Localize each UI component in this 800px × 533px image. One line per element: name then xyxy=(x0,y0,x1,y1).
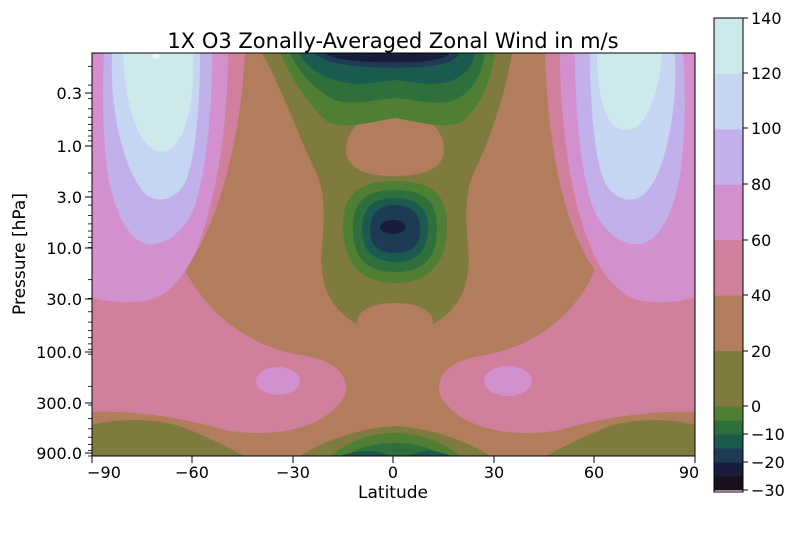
y-axis-label: Pressure [hPa] xyxy=(10,193,30,315)
contour-band-120-140 xyxy=(152,53,160,59)
colorbar-band xyxy=(714,406,743,421)
colorbar-tick-label: 20 xyxy=(751,342,771,361)
contour-band-0-neg5 xyxy=(92,420,245,456)
y-axis: 0.3 1.0 3.0 10.0 30.0 100.0 300.0 900.0 … xyxy=(10,65,92,463)
colorbar-ticks: 140 120 100 80 60 40 20 0 −10 −20 −30 xyxy=(743,9,785,500)
colorbar-tick-label: −10 xyxy=(751,425,785,444)
colorbar-band xyxy=(714,73,743,130)
x-tick-label: 90 xyxy=(679,463,699,482)
colorbar-tick-label: 100 xyxy=(751,119,782,138)
contour-band-100-120 xyxy=(123,53,194,152)
x-tick-label: 30 xyxy=(484,463,504,482)
colorbar-frame xyxy=(713,17,744,493)
y-tick-label: 1.0 xyxy=(57,137,82,156)
colorbar-tick-label: 40 xyxy=(751,286,771,305)
x-axis: −90 −60 −30 0 30 60 90 Latitude xyxy=(87,456,699,503)
y-tick-label: 10.0 xyxy=(46,239,82,258)
colorbar-tick-label: 60 xyxy=(751,231,771,250)
colorbar-tick-label: −30 xyxy=(751,481,785,500)
colorbar-tick-label: 140 xyxy=(751,9,782,28)
contour-band-40-60 xyxy=(256,367,300,395)
x-tick-label: 0 xyxy=(388,463,398,482)
colorbar-tick-label: −20 xyxy=(751,453,785,472)
x-tick-label: −30 xyxy=(276,463,310,482)
colorbar-band xyxy=(714,239,743,296)
colorbar-band xyxy=(714,128,743,185)
y-minor-ticks xyxy=(88,65,92,457)
contour-band-neg15-neg20 xyxy=(340,451,392,456)
colorbar-band xyxy=(714,462,743,477)
y-tick-label: 0.3 xyxy=(57,84,82,103)
colorbar-band xyxy=(714,295,743,352)
y-tick-label: 3.0 xyxy=(57,188,82,207)
y-tick-label: 300.0 xyxy=(36,394,82,413)
y-tick-label: 100.0 xyxy=(36,343,82,362)
colorbar-band xyxy=(714,448,743,463)
contour-band-40-60 xyxy=(484,366,532,396)
y-major-ticks xyxy=(85,92,92,454)
colorbar: 140 120 100 80 60 40 20 0 −10 −20 −30 xyxy=(713,9,785,500)
colorbar-tick-label: 120 xyxy=(751,64,782,83)
contour-band-0-20-inset xyxy=(346,112,444,176)
colorbar-bands xyxy=(714,18,743,491)
colorbar-tick-label: 0 xyxy=(751,397,761,416)
x-tick-label: −90 xyxy=(87,463,121,482)
colorbar-band xyxy=(714,420,743,435)
colorbar-band xyxy=(714,476,743,491)
contour-band-neg25-neg30 xyxy=(380,220,406,234)
x-tick-label: 60 xyxy=(584,463,604,482)
y-tick-label: 900.0 xyxy=(36,444,82,463)
contour-band-neg25-neg30 xyxy=(325,53,450,62)
x-axis-label: Latitude xyxy=(358,483,428,503)
chart-title: 1X O3 Zonally-Averaged Zonal Wind in m/s xyxy=(167,29,618,53)
colorbar-tick-label: 80 xyxy=(751,175,771,194)
colorbar-band xyxy=(714,350,743,407)
plot-area xyxy=(92,53,695,456)
colorbar-band xyxy=(714,184,743,241)
contour-band-0-neg5 xyxy=(545,420,695,456)
contour-band-100-120 xyxy=(597,53,662,130)
colorbar-band xyxy=(714,434,743,449)
contour-band-0-20-inset xyxy=(357,303,433,335)
x-tick-label: −60 xyxy=(175,463,209,482)
y-tick-label: 30.0 xyxy=(46,290,82,309)
contour-band-neg15-neg20 xyxy=(408,451,450,456)
colorbar-band xyxy=(714,18,743,74)
